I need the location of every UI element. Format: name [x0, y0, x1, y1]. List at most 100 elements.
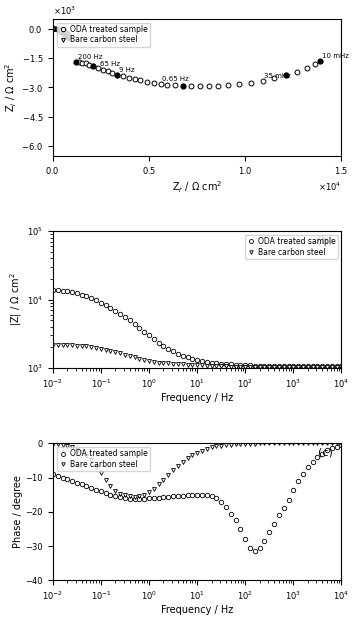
ODA treated sample [207, 82, 211, 90]
ODA treated sample [80, 59, 84, 67]
Line: Bare carbon steel: Bare carbon steel [51, 441, 344, 499]
Bare carbon steel [157, 480, 161, 488]
Bare carbon steel [57, 28, 62, 36]
Bare carbon steel [55, 25, 59, 32]
Bare carbon steel [52, 25, 57, 32]
Legend: ODA treated sample, Bare carbon steel: ODA treated sample, Bare carbon steel [57, 22, 150, 47]
Bare carbon steel [62, 27, 66, 35]
Bare carbon steel [51, 25, 55, 32]
Bare carbon steel [56, 26, 60, 33]
Bare carbon steel [55, 26, 59, 33]
ODA treated sample [253, 547, 257, 555]
ODA treated sample [152, 79, 156, 87]
ODA treated sample [152, 335, 156, 343]
ODA treated sample [249, 79, 253, 86]
Bare carbon steel [51, 25, 55, 32]
Bare carbon steel [59, 29, 63, 37]
ODA treated sample [91, 62, 95, 70]
Bare carbon steel [306, 439, 310, 447]
ODA treated sample [181, 82, 185, 89]
Bare carbon steel [51, 25, 56, 32]
Bare carbon steel [51, 25, 56, 32]
Bare carbon steel [51, 25, 55, 32]
Bare carbon steel [53, 25, 57, 32]
ODA treated sample [189, 82, 194, 90]
ODA treated sample [108, 304, 113, 311]
ODA treated sample [272, 75, 276, 82]
ODA treated sample [138, 77, 143, 84]
Bare carbon steel [52, 25, 56, 32]
ODA treated sample [173, 82, 177, 89]
ODA treated sample [83, 59, 88, 67]
ODA treated sample [224, 503, 228, 510]
Bare carbon steel [51, 441, 55, 448]
Line: ODA treated sample: ODA treated sample [51, 287, 344, 369]
ODA treated sample [198, 82, 202, 90]
Bare carbon steel [229, 441, 233, 448]
ODA treated sample [339, 441, 344, 449]
ODA treated sample [224, 361, 228, 368]
Text: 35 mHz: 35 mHz [264, 74, 291, 79]
Bare carbon steel [65, 34, 69, 42]
Bare carbon steel [306, 364, 310, 371]
Text: 65 Hz: 65 Hz [100, 61, 120, 67]
Line: ODA treated sample: ODA treated sample [74, 59, 323, 89]
ODA treated sample [106, 67, 110, 75]
Bare carbon steel [66, 35, 70, 42]
ODA treated sample [74, 58, 78, 66]
Line: ODA treated sample: ODA treated sample [51, 443, 344, 553]
Bare carbon steel [258, 364, 262, 371]
ODA treated sample [305, 64, 309, 72]
Bare carbon steel [64, 34, 68, 41]
Legend: ODA treated sample, Bare carbon steel: ODA treated sample, Bare carbon steel [245, 235, 338, 259]
Bare carbon steel [53, 25, 57, 32]
ODA treated sample [306, 363, 310, 370]
Bare carbon steel [65, 31, 69, 38]
ODA treated sample [152, 494, 156, 502]
Bare carbon steel [224, 363, 228, 370]
Bare carbon steel [51, 341, 55, 348]
ODA treated sample [283, 72, 288, 79]
Text: (b): (b) [317, 235, 333, 245]
Bare carbon steel [152, 358, 156, 366]
X-axis label: Frequency / Hz: Frequency / Hz [161, 605, 233, 615]
ODA treated sample [110, 69, 114, 77]
Bare carbon steel [60, 27, 64, 34]
ODA treated sample [226, 82, 230, 89]
Bare carbon steel [63, 29, 67, 36]
Bare carbon steel [118, 349, 122, 357]
Bare carbon steel [66, 32, 70, 40]
Bare carbon steel [56, 27, 60, 34]
Bare carbon steel [67, 35, 71, 42]
Bare carbon steel [64, 29, 68, 37]
Bare carbon steel [209, 444, 214, 451]
Bare carbon steel [339, 364, 344, 371]
Text: 200 Hz: 200 Hz [78, 54, 102, 61]
ODA treated sample [118, 310, 122, 318]
ODA treated sample [145, 78, 149, 85]
Bare carbon steel [52, 25, 56, 32]
Bare carbon steel [67, 34, 71, 41]
ODA treated sample [237, 80, 241, 88]
ODA treated sample [108, 491, 113, 499]
Y-axis label: |Z| / Ω cm$^2$: |Z| / Ω cm$^2$ [8, 273, 24, 326]
ODA treated sample [115, 71, 119, 79]
X-axis label: Frequency / Hz: Frequency / Hz [161, 393, 233, 403]
ODA treated sample [51, 286, 55, 293]
Bare carbon steel [57, 26, 62, 33]
ODA treated sample [158, 80, 163, 87]
ODA treated sample [165, 81, 169, 89]
Bare carbon steel [51, 25, 55, 32]
Line: Bare carbon steel: Bare carbon steel [51, 26, 71, 41]
ODA treated sample [272, 363, 276, 370]
Bare carbon steel [108, 482, 113, 490]
ODA treated sample [96, 64, 100, 72]
Bare carbon steel [62, 32, 67, 40]
ODA treated sample [127, 74, 131, 81]
ODA treated sample [295, 69, 299, 76]
Bare carbon steel [205, 362, 209, 369]
Text: 0.65 Hz: 0.65 Hz [162, 76, 189, 82]
Bare carbon steel [59, 26, 63, 34]
ODA treated sample [77, 59, 81, 66]
Y-axis label: Z$_i$ / Ω cm$^2$: Z$_i$ / Ω cm$^2$ [3, 62, 19, 112]
